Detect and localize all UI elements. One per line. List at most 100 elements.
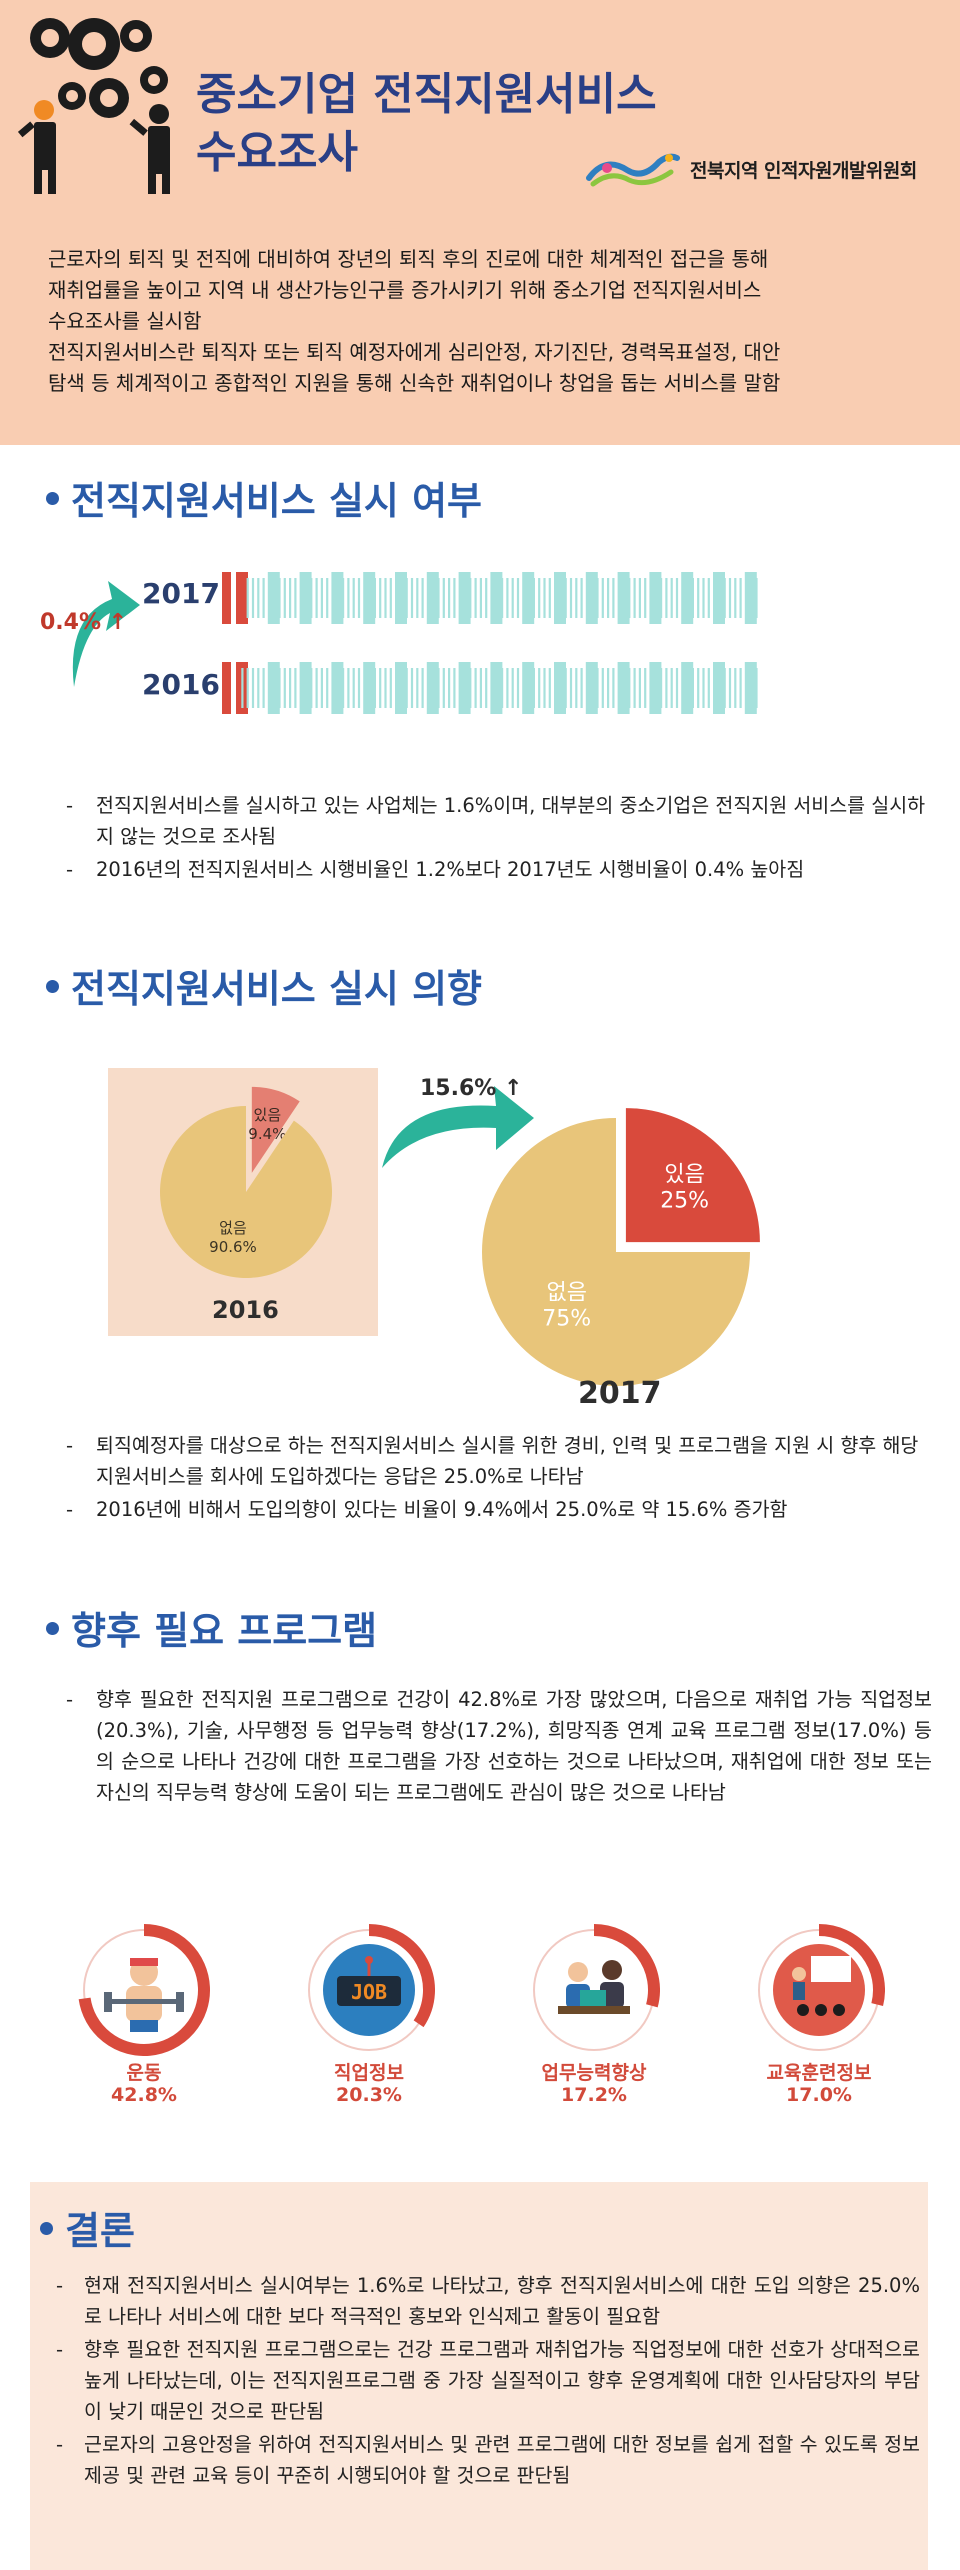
bar-tick <box>479 668 482 708</box>
bar-tick <box>384 578 387 618</box>
intro-line: 탐색 등 체계적이고 종합적인 지원을 통해 신속한 재취업이나 창업을 돕는 … <box>48 371 781 395</box>
bar-tick <box>575 578 578 618</box>
pie-value: 9.4% <box>248 1125 286 1143</box>
bar-tick <box>670 668 673 708</box>
section-title-future-programs: 향후 필요 프로그램 <box>46 1600 377 1655</box>
bar-tick <box>474 578 477 618</box>
bar-tick <box>453 578 456 618</box>
list-item: 근로자의 고용안정을 위하여 전직지원서비스 및 관련 프로그램에 대한 정보를… <box>50 2429 920 2491</box>
bar-marker <box>222 572 231 624</box>
bar-tick <box>432 578 435 618</box>
bar-tick <box>686 578 689 618</box>
bar-tick <box>389 668 392 708</box>
bar-tick <box>389 578 392 618</box>
bar-tick <box>442 668 445 708</box>
bullet-dot <box>40 2222 53 2235</box>
bar-tick <box>750 668 753 708</box>
bar-tick <box>734 668 737 708</box>
bar-tick <box>702 578 705 618</box>
bar-year-label: 2016 <box>142 668 220 701</box>
bar-tick <box>373 668 376 708</box>
program-ring-arc <box>593 1924 660 2008</box>
bar-tick <box>506 668 509 708</box>
bar-tick <box>750 578 753 618</box>
bar-tick <box>607 578 610 618</box>
exercise-icon <box>78 1924 210 2056</box>
bar-tick <box>246 668 249 708</box>
bar-tick <box>400 668 403 708</box>
bar-tick <box>654 668 657 708</box>
bar-tick <box>691 578 694 618</box>
bar-tick <box>675 578 679 618</box>
bar-tick <box>294 668 297 708</box>
program-value: 17.2% <box>561 2084 627 2106</box>
bar-tick <box>474 668 477 708</box>
program-label: 운동 42.8% <box>54 2062 234 2106</box>
bar-tick <box>453 668 456 708</box>
page-title-line2: 수요조사 <box>196 127 358 178</box>
pie-slice-no <box>160 1106 332 1278</box>
program-value: 17.0% <box>786 2084 852 2106</box>
pie-value: 25% <box>660 1188 709 1213</box>
bar-tick <box>633 578 636 618</box>
bar-tick <box>644 578 647 618</box>
bar-tick <box>559 668 562 708</box>
bar-tick <box>315 578 318 618</box>
bar-tick <box>379 668 382 708</box>
program-label: 직업정보 20.3% <box>279 2062 459 2106</box>
program-value: 42.8% <box>111 2084 177 2106</box>
program-ring-arc <box>78 1924 210 2056</box>
bar-tick <box>532 578 535 618</box>
bar-tick <box>437 668 440 708</box>
bar-tick <box>580 578 583 618</box>
bar-tick <box>543 578 546 618</box>
intro-line: 수요조사를 실시함 <box>48 309 202 333</box>
bar-tick <box>273 578 276 618</box>
bar-tick <box>718 668 721 708</box>
intro-line: 재취업률을 높이고 지역 내 생산가능인구를 증가시키기 위해 중소기업 전직지… <box>48 278 762 302</box>
bar-tick <box>538 668 541 708</box>
bullet-dot <box>46 980 59 993</box>
bar-tick <box>501 668 504 708</box>
list-item: 현재 전직지원서비스 실시여부는 1.6%로 나타났고, 향후 전직지원서비스에… <box>50 2270 920 2332</box>
program-name: 운동 <box>126 2062 162 2084</box>
list-item: 2016년의 전직지원서비스 시행비율인 1.2%보다 2017년도 시행비율이… <box>62 854 932 885</box>
bar-tick <box>501 578 504 618</box>
bar-tick <box>691 668 694 708</box>
bar-tick <box>405 578 408 618</box>
bar-tick <box>607 668 610 708</box>
bar-tick <box>660 668 663 708</box>
bar-tick <box>702 668 705 708</box>
section2-bullets: 퇴직예정자를 대상으로 하는 전직지원서비스 실시를 위한 경비, 인력 및 프… <box>62 1430 932 1527</box>
bar-tick <box>506 578 509 618</box>
bar-tick <box>697 578 700 618</box>
bar-tick <box>511 578 514 618</box>
bar-tick <box>734 578 737 618</box>
pie-year-label: 2017 <box>578 1376 662 1411</box>
bar-tick <box>675 668 679 708</box>
bar-tick <box>357 668 361 708</box>
section-title-text: 향후 필요 프로그램 <box>71 1609 378 1653</box>
bar-tick <box>564 668 567 708</box>
pie-slice-yes <box>625 1108 760 1243</box>
bar-tick <box>469 668 472 708</box>
bar-tick <box>612 578 615 618</box>
bar-tick <box>665 578 668 618</box>
bar-tick <box>336 578 339 618</box>
pie-year-label: 2016 <box>212 1296 279 1324</box>
bar-tick <box>723 668 726 708</box>
bar-tick <box>718 578 721 618</box>
bar-tick <box>516 578 520 618</box>
program-ring-arc <box>368 1924 435 2028</box>
bar-tick <box>538 578 541 618</box>
org-name: 전북지역 인적자원개발위원회 <box>690 160 917 182</box>
conclusion-bullets: 현재 전직지원서비스 실시여부는 1.6%로 나타났고, 향후 전직지원서비스에… <box>50 2270 920 2493</box>
bar-tick <box>739 578 742 618</box>
bar-tick <box>591 668 594 708</box>
org-logo-icon <box>586 153 680 187</box>
bar-tick <box>622 668 626 708</box>
bar-tick <box>257 578 260 618</box>
bar-tick <box>442 578 445 618</box>
intro-text: 근로자의 퇴직 및 전직에 대비하여 장년의 퇴직 후의 진로에 대한 체계적인… <box>48 244 928 399</box>
bar-tick <box>516 668 520 708</box>
